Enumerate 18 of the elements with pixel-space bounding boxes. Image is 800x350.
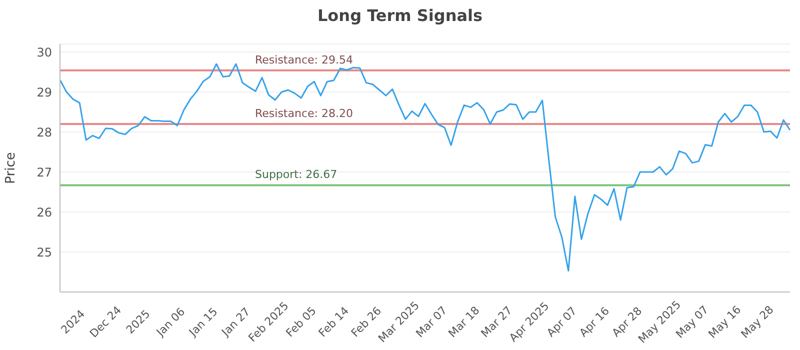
ref-line-label: Resistance: 29.54 bbox=[255, 53, 353, 66]
y-tick-label: 27 bbox=[36, 165, 52, 180]
y-tick-label: 29 bbox=[36, 85, 52, 100]
ref-line-label: Resistance: 28.20 bbox=[255, 107, 353, 120]
y-tick-label: 28 bbox=[36, 125, 52, 140]
x-tick-label: Apr 16 bbox=[576, 304, 612, 340]
x-tick-label: Jan 06 bbox=[153, 305, 188, 340]
y-tick-label: 25 bbox=[36, 245, 52, 260]
chart-title: Long Term Signals bbox=[316, 5, 484, 27]
y-axis-title: Price bbox=[4, 152, 19, 184]
x-tick-label: Dec 24 bbox=[87, 304, 124, 340]
line-series bbox=[59, 63, 791, 272]
x-tick-label: Feb 14 bbox=[316, 304, 352, 340]
y-tick-label: 30 bbox=[36, 45, 52, 60]
ref-line-label: Support: 26.67 bbox=[255, 168, 338, 182]
y-tick-label: 26 bbox=[36, 205, 52, 220]
x-tick-label: Jan 15 bbox=[186, 305, 220, 340]
x-tick-label: Mar 18 bbox=[446, 304, 482, 340]
